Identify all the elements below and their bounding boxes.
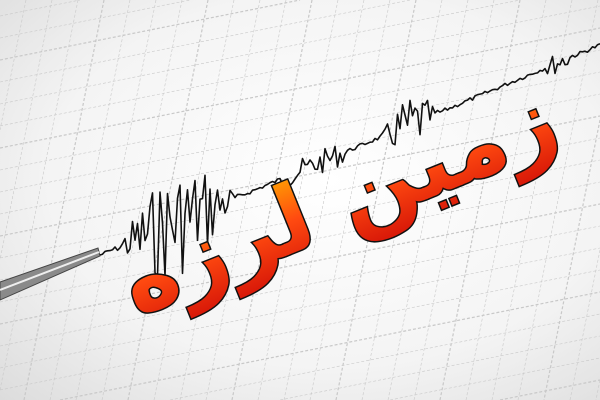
grid-line [309, 0, 391, 400]
seismogram-trace-icon [99, 43, 600, 277]
grid-line [0, 0, 27, 131]
grid-line [439, 0, 521, 400]
grid-line [0, 49, 600, 171]
grid-line [543, 119, 600, 400]
grid-line [413, 0, 495, 400]
grid-line [499, 379, 600, 400]
grid-line [0, 225, 600, 347]
grid-line [0, 137, 600, 259]
grid-line [0, 5, 600, 127]
grid-line [595, 379, 600, 400]
grid-line [0, 115, 600, 237]
grid-line [0, 181, 600, 303]
grid-line [569, 249, 600, 400]
grid-line [0, 0, 53, 261]
grid-line [49, 0, 131, 400]
seismograph-needle-icon [0, 247, 101, 301]
grid-line [179, 0, 261, 400]
grid-line [0, 0, 79, 391]
grid-line [153, 0, 235, 400]
grid-line [283, 0, 365, 400]
grid-line [205, 0, 287, 400]
grid-line [0, 203, 600, 325]
grid-line [101, 0, 183, 400]
grid-line [0, 0, 521, 105]
grid-line [0, 71, 600, 193]
grid-line [23, 0, 105, 400]
grid-line [0, 247, 600, 369]
grid-line [59, 291, 600, 400]
grid-line [127, 0, 209, 400]
grid-line [0, 0, 301, 61]
grid-line [279, 335, 600, 400]
grid-line [231, 0, 313, 400]
grid-line [517, 0, 599, 400]
grid-line [169, 313, 600, 400]
grid-line [0, 159, 600, 281]
grid-line [361, 0, 443, 400]
grid-line [387, 0, 469, 400]
grid-line [75, 0, 157, 400]
grid-line [257, 0, 339, 400]
grid-line [0, 0, 81, 17]
grid-line [491, 0, 573, 400]
grid-line [0, 269, 600, 391]
grid-line [465, 0, 547, 400]
grid-line [335, 0, 417, 400]
grid-line [389, 357, 600, 400]
grid-line [0, 0, 191, 39]
grid-line [0, 27, 600, 149]
grid-line [0, 93, 600, 215]
